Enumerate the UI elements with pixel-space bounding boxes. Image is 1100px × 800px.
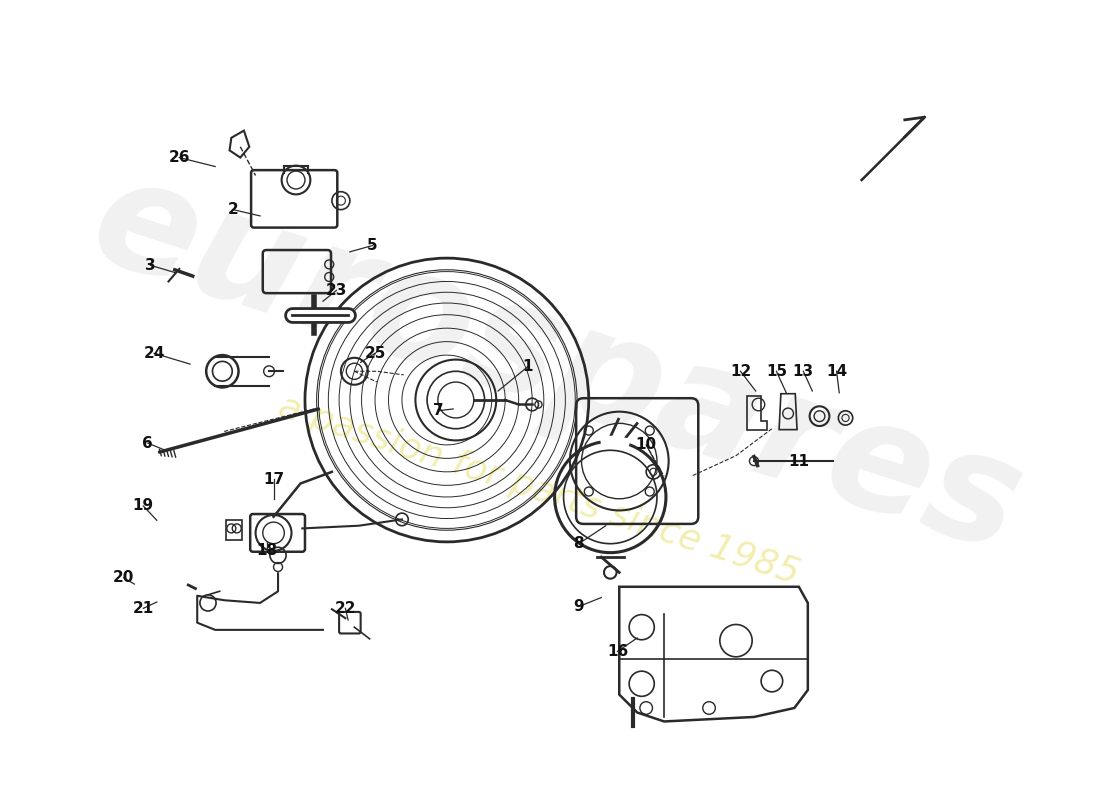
Text: 22: 22 bbox=[334, 601, 356, 616]
Text: 10: 10 bbox=[636, 438, 657, 452]
Text: 17: 17 bbox=[263, 471, 284, 486]
Text: 1: 1 bbox=[522, 359, 532, 374]
Text: 7: 7 bbox=[432, 403, 443, 418]
Text: a passion for parts since 1985: a passion for parts since 1985 bbox=[274, 390, 803, 590]
Text: 5: 5 bbox=[367, 238, 377, 253]
Text: 11: 11 bbox=[789, 454, 810, 469]
Text: 8: 8 bbox=[573, 536, 584, 551]
Text: 26: 26 bbox=[168, 150, 190, 165]
Text: 3: 3 bbox=[145, 258, 156, 273]
Text: 14: 14 bbox=[826, 364, 847, 378]
Text: 2: 2 bbox=[228, 202, 239, 217]
Text: 13: 13 bbox=[793, 364, 814, 378]
Text: 6: 6 bbox=[143, 436, 153, 450]
Text: 12: 12 bbox=[730, 364, 751, 378]
Text: 21: 21 bbox=[133, 601, 154, 616]
Text: 19: 19 bbox=[133, 498, 154, 514]
Text: 18: 18 bbox=[256, 543, 278, 558]
Text: eurospares: eurospares bbox=[74, 144, 1038, 584]
Text: 24: 24 bbox=[143, 346, 165, 361]
Text: 25: 25 bbox=[364, 346, 386, 361]
Text: 16: 16 bbox=[607, 644, 628, 659]
Text: 15: 15 bbox=[766, 364, 786, 378]
Text: 9: 9 bbox=[573, 599, 584, 614]
Text: 20: 20 bbox=[113, 570, 134, 586]
Text: 23: 23 bbox=[326, 283, 348, 298]
